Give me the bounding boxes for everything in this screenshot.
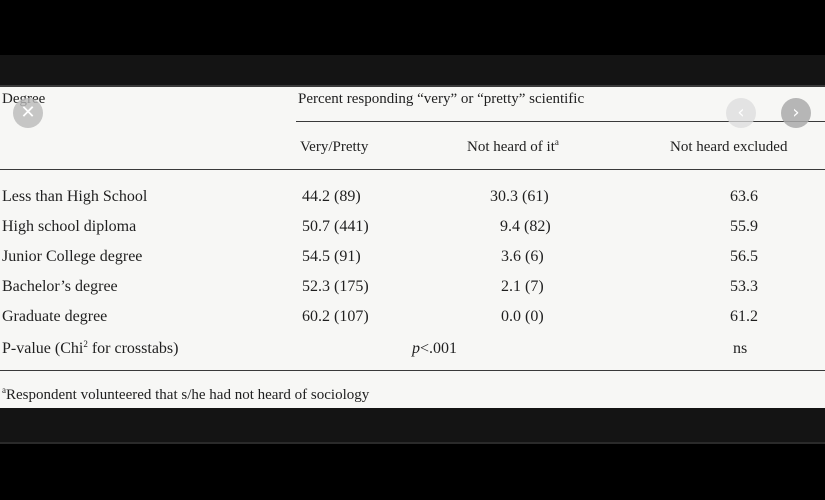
table-top-rule xyxy=(0,85,825,87)
row-excluded: 61.2 xyxy=(730,308,758,325)
row-not-heard: 0.0 (0) xyxy=(501,308,544,325)
next-image-button[interactable]: › xyxy=(781,98,811,128)
group-header-rule xyxy=(296,121,825,122)
row-very-pretty: 54.5 (91) xyxy=(302,248,361,265)
row-not-heard: 2.1 (7) xyxy=(501,278,544,295)
close-button[interactable]: ✕ xyxy=(13,98,43,128)
table-image: Degree Percent responding “very” or “pre… xyxy=(0,85,825,408)
row-not-heard: 9.4 (82) xyxy=(500,218,551,235)
row-very-pretty: 44.2 (89) xyxy=(302,188,361,205)
header-very-pretty: Very/Pretty xyxy=(300,139,369,155)
chevron-left-icon: ‹ xyxy=(737,102,745,123)
row-not-heard: 30.3 (61) xyxy=(490,188,549,205)
row-excluded: 55.9 xyxy=(730,218,758,235)
chevron-right-icon: › xyxy=(792,102,800,123)
previous-image-button[interactable]: ‹ xyxy=(726,98,756,128)
pvalue-p: p xyxy=(412,340,420,357)
header-not-heard-sup: a xyxy=(554,137,559,147)
viewer-top-strip xyxy=(0,55,825,85)
pvalue-significance: p<.001 xyxy=(412,340,457,358)
pvalue-label: P-value (Chi2 for crosstabs) xyxy=(2,340,178,358)
header-rule xyxy=(0,169,825,170)
row-label: High school diploma xyxy=(2,218,137,235)
row-label: Less than High School xyxy=(2,188,148,205)
row-excluded: 53.3 xyxy=(730,278,758,295)
row-very-pretty: 60.2 (107) xyxy=(302,308,369,325)
pvalue-ns: ns xyxy=(733,340,748,357)
footnote-text: Respondent volunteered that s/he had not… xyxy=(6,387,370,403)
header-not-heard-text: Not heard of it xyxy=(467,139,555,155)
footnote-mark: a xyxy=(2,385,6,395)
table-footnote: aRespondent volunteered that s/he had no… xyxy=(2,386,369,404)
row-label: Junior College degree xyxy=(2,248,143,265)
viewer-bottom-divider xyxy=(0,442,825,444)
row-label: Bachelor’s degree xyxy=(2,278,118,295)
header-not-heard: Not heard of ita xyxy=(467,138,559,156)
pvalue-threshold: <.001 xyxy=(420,340,458,357)
row-very-pretty: 50.7 (441) xyxy=(302,218,369,235)
pvalue-label-pre: P-value (Chi xyxy=(2,340,84,357)
close-icon: ✕ xyxy=(20,102,36,123)
viewer-top-area xyxy=(0,0,825,55)
header-not-heard-excluded: Not heard excluded xyxy=(670,139,788,155)
row-not-heard: 3.6 (6) xyxy=(501,248,544,265)
viewer-bottom-strip xyxy=(0,408,825,442)
pvalue-label-post: for crosstabs) xyxy=(87,340,179,357)
pvalue-label-sup: 2 xyxy=(83,339,88,349)
row-excluded: 63.6 xyxy=(730,188,758,205)
table-bottom-rule xyxy=(0,370,825,371)
row-label: Graduate degree xyxy=(2,308,108,325)
row-excluded: 56.5 xyxy=(730,248,758,265)
row-very-pretty: 52.3 (175) xyxy=(302,278,369,295)
header-group: Percent responding “very” or “pretty” sc… xyxy=(298,91,585,107)
